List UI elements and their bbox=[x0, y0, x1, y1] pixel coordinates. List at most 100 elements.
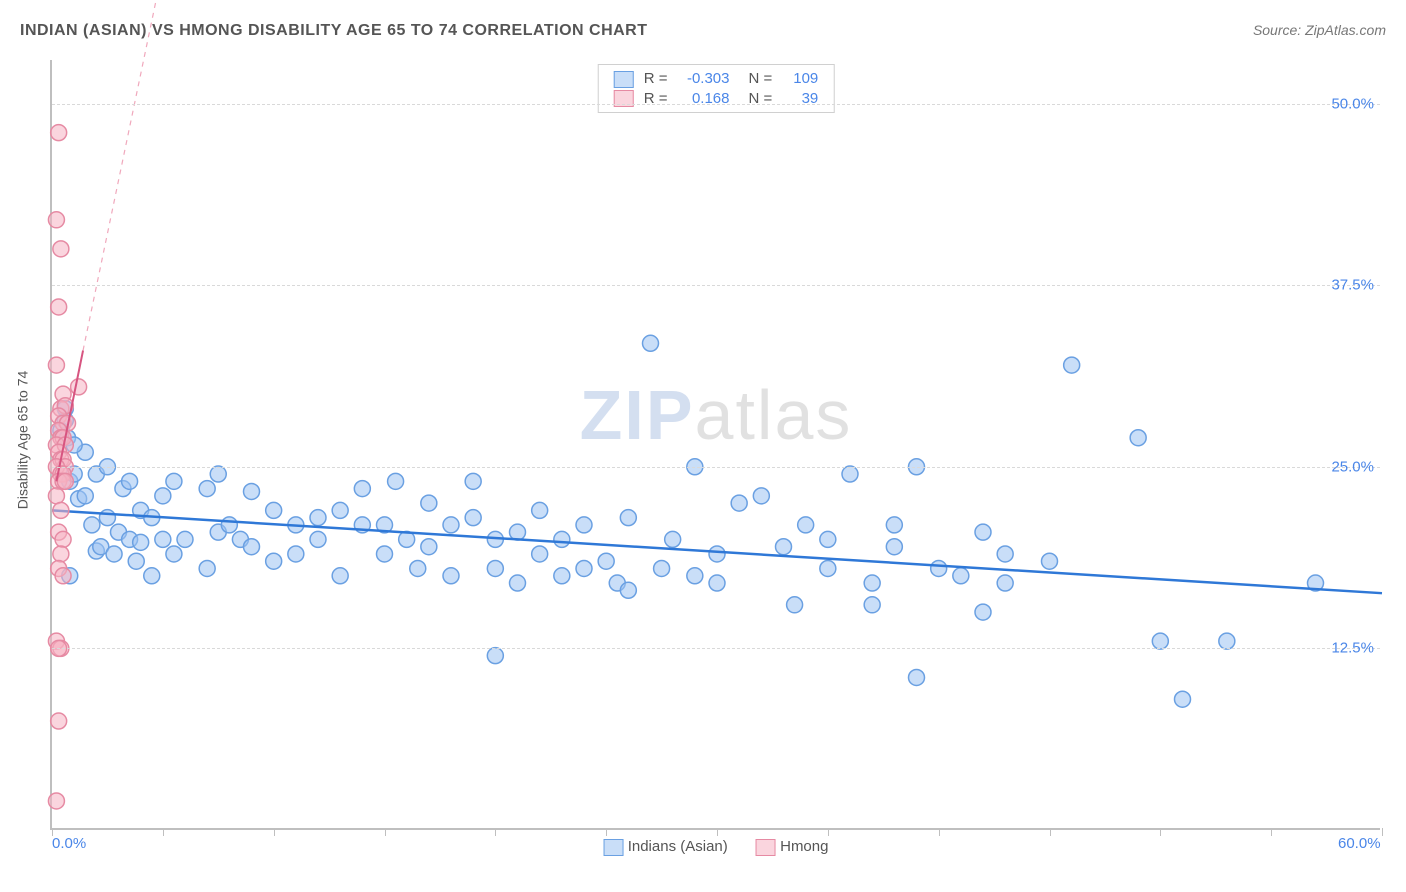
data-point bbox=[953, 568, 969, 584]
data-point bbox=[55, 531, 71, 547]
legend-series: Indians (Asian) Hmong bbox=[592, 838, 841, 856]
data-point bbox=[421, 495, 437, 511]
data-point bbox=[377, 546, 393, 562]
x-tick bbox=[1382, 828, 1383, 836]
data-point bbox=[776, 539, 792, 555]
data-point bbox=[51, 125, 67, 141]
data-point bbox=[71, 379, 87, 395]
data-point bbox=[421, 539, 437, 555]
data-point bbox=[48, 488, 64, 504]
data-point bbox=[510, 575, 526, 591]
x-tick bbox=[828, 828, 829, 836]
x-tick bbox=[274, 828, 275, 836]
data-point bbox=[1152, 633, 1168, 649]
data-point bbox=[221, 517, 237, 533]
data-point bbox=[576, 517, 592, 533]
data-point bbox=[731, 495, 747, 511]
legend-correlation-table: R = -0.303 N = 109 R = 0.168 N = 39 bbox=[609, 69, 824, 108]
y-tick-label: 12.5% bbox=[1331, 640, 1374, 657]
data-point bbox=[144, 568, 160, 584]
data-point bbox=[997, 546, 1013, 562]
data-point bbox=[620, 510, 636, 526]
legend-n-value-hmong: 39 bbox=[777, 89, 823, 109]
data-point bbox=[155, 488, 171, 504]
legend-r-label: R = bbox=[639, 89, 673, 109]
x-tick-label: 0.0% bbox=[52, 835, 86, 852]
data-point bbox=[1130, 430, 1146, 446]
legend-n-label: N = bbox=[735, 69, 778, 89]
data-point bbox=[106, 546, 122, 562]
data-point bbox=[388, 473, 404, 489]
x-tick bbox=[385, 828, 386, 836]
data-point bbox=[1042, 553, 1058, 569]
swatch-indians-icon bbox=[614, 71, 634, 88]
legend-item-hmong: Hmong bbox=[756, 838, 829, 855]
data-point bbox=[864, 597, 880, 613]
data-point bbox=[487, 648, 503, 664]
legend-row-hmong: R = 0.168 N = 39 bbox=[609, 89, 824, 109]
x-tick bbox=[939, 828, 940, 836]
data-point bbox=[709, 575, 725, 591]
data-point bbox=[465, 473, 481, 489]
data-point bbox=[57, 473, 73, 489]
data-point bbox=[465, 510, 481, 526]
x-tick bbox=[163, 828, 164, 836]
x-tick bbox=[717, 828, 718, 836]
x-tick-label: 60.0% bbox=[1338, 835, 1381, 852]
data-point bbox=[975, 524, 991, 540]
data-point bbox=[177, 531, 193, 547]
data-point bbox=[443, 568, 459, 584]
data-point bbox=[576, 560, 592, 576]
data-point bbox=[820, 531, 836, 547]
data-point bbox=[155, 531, 171, 547]
data-point bbox=[55, 568, 71, 584]
data-point bbox=[654, 560, 670, 576]
legend-label-indians: Indians (Asian) bbox=[628, 838, 728, 855]
legend-label-hmong: Hmong bbox=[780, 838, 828, 855]
x-tick bbox=[1050, 828, 1051, 836]
data-point bbox=[598, 553, 614, 569]
data-point bbox=[310, 531, 326, 547]
data-point bbox=[643, 335, 659, 351]
legend-r-label: R = bbox=[639, 69, 673, 89]
gridline bbox=[52, 285, 1380, 286]
data-point bbox=[53, 546, 69, 562]
y-tick-label: 25.0% bbox=[1331, 458, 1374, 475]
data-point bbox=[1175, 691, 1191, 707]
data-point bbox=[166, 473, 182, 489]
source-attribution: Source: ZipAtlas.com bbox=[1253, 22, 1386, 38]
swatch-indians-icon bbox=[604, 839, 624, 856]
plot-area: Disability Age 65 to 74 ZIPatlas R = -0.… bbox=[50, 60, 1380, 830]
data-point bbox=[266, 553, 282, 569]
data-point bbox=[84, 517, 100, 533]
gridline bbox=[52, 648, 1380, 649]
data-point bbox=[687, 568, 703, 584]
legend-r-value-indians: -0.303 bbox=[673, 69, 735, 89]
legend-item-indians: Indians (Asian) bbox=[604, 838, 732, 855]
legend-n-value-indians: 109 bbox=[777, 69, 823, 89]
data-point bbox=[244, 539, 260, 555]
data-point bbox=[133, 534, 149, 550]
data-point bbox=[288, 546, 304, 562]
x-tick bbox=[495, 828, 496, 836]
data-point bbox=[886, 517, 902, 533]
y-tick-label: 37.5% bbox=[1331, 277, 1374, 294]
data-point bbox=[354, 481, 370, 497]
data-point bbox=[798, 517, 814, 533]
data-point bbox=[332, 502, 348, 518]
data-point bbox=[332, 568, 348, 584]
x-tick bbox=[606, 828, 607, 836]
swatch-hmong-icon bbox=[756, 839, 776, 856]
data-point bbox=[864, 575, 880, 591]
data-point bbox=[48, 212, 64, 228]
legend-correlation: R = -0.303 N = 109 R = 0.168 N = 39 bbox=[598, 64, 835, 113]
data-point bbox=[77, 488, 93, 504]
data-point bbox=[787, 597, 803, 613]
y-axis-label-text: Disability Age 65 to 74 bbox=[14, 371, 30, 510]
data-point bbox=[554, 568, 570, 584]
data-point bbox=[48, 357, 64, 373]
y-axis-label: Disability Age 65 to 74 bbox=[12, 290, 32, 590]
data-point bbox=[128, 553, 144, 569]
data-point bbox=[909, 669, 925, 685]
data-point bbox=[199, 560, 215, 576]
